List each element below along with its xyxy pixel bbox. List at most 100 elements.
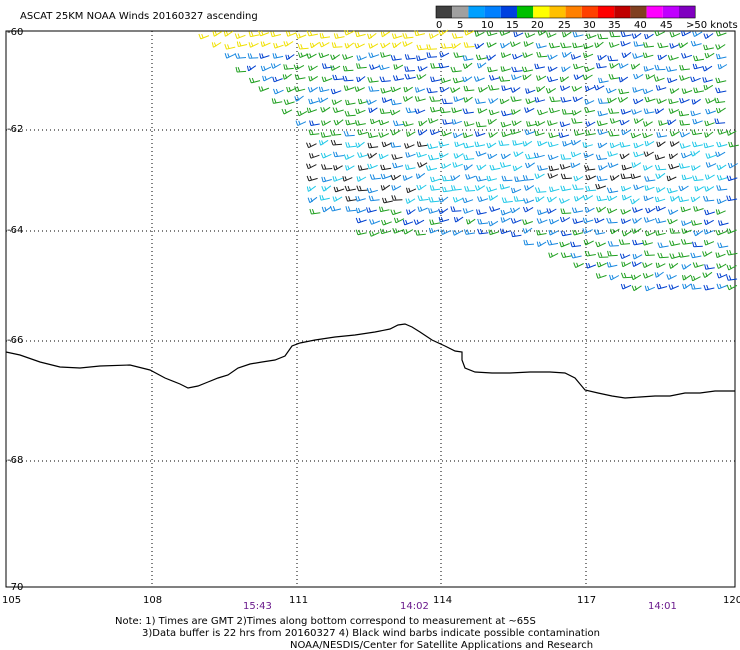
wind-barb — [426, 44, 438, 50]
wind-barb — [486, 175, 498, 182]
wind-barb — [442, 119, 453, 125]
wind-barb — [621, 129, 631, 136]
time-label-2: 14:02 — [400, 601, 429, 612]
wind-barb — [488, 195, 499, 201]
lon-label-114: 114 — [433, 595, 452, 606]
wind-barb — [523, 41, 534, 47]
wind-barb — [691, 165, 701, 171]
wind-barb — [354, 42, 365, 49]
wind-barb — [703, 33, 714, 40]
wind-barb — [512, 53, 523, 60]
wind-barb — [584, 250, 596, 257]
wind-barb — [560, 208, 572, 214]
note-line-2: 3)Data buffer is 22 hrs from 20160327 4)… — [142, 628, 600, 639]
wind-barb — [632, 253, 643, 260]
wind-barb — [705, 162, 717, 168]
wind-barb — [332, 74, 344, 81]
wind-barb — [345, 99, 356, 106]
wind-barb — [609, 31, 621, 38]
wind-barb — [392, 120, 405, 127]
wind-barb — [570, 54, 581, 60]
wind-barb — [678, 42, 689, 49]
wind-barb — [547, 66, 558, 72]
legend-label: 5 — [457, 20, 463, 31]
wind-barb — [416, 151, 427, 158]
wind-barb — [548, 218, 560, 225]
wind-barb — [632, 239, 644, 246]
wind-barb — [656, 187, 666, 193]
wind-barb — [307, 86, 318, 93]
wind-barb — [728, 141, 739, 148]
wind-barb — [488, 220, 499, 227]
wind-barb — [657, 54, 667, 61]
wind-barb — [524, 129, 536, 136]
wind-barb — [643, 108, 655, 114]
wind-barb — [356, 63, 367, 69]
wind-barb — [306, 30, 319, 37]
wind-barb — [522, 206, 534, 213]
wind-barb — [475, 54, 488, 61]
wind-barb — [198, 33, 210, 40]
wind-barb — [272, 76, 283, 83]
wind-barb — [521, 66, 533, 73]
wind-barb — [450, 206, 462, 212]
wind-barb — [463, 42, 475, 48]
wind-barb — [607, 250, 618, 257]
wind-barb — [548, 165, 560, 172]
wind-barb — [430, 76, 441, 83]
wind-barb — [549, 96, 561, 103]
wind-barb — [273, 88, 284, 95]
wind-barb — [645, 207, 656, 214]
wind-barb — [658, 120, 669, 126]
wind-barb — [283, 64, 294, 70]
wind-barb — [679, 143, 691, 149]
wind-barb — [642, 262, 653, 269]
wind-barb — [654, 196, 666, 203]
wind-barb — [573, 130, 585, 136]
wind-barb — [691, 98, 701, 105]
legend-label: 15 — [506, 20, 519, 31]
wind-barb — [381, 97, 393, 103]
wind-barb — [610, 228, 620, 235]
wind-barb — [666, 274, 677, 280]
wind-barb — [438, 208, 449, 215]
wind-barb — [643, 217, 655, 223]
wind-barb — [416, 55, 427, 61]
wind-barb — [631, 162, 642, 168]
wind-barb — [691, 220, 702, 226]
wind-barb — [487, 153, 498, 160]
wind-barb — [475, 175, 487, 182]
legend-swatch — [646, 6, 663, 18]
wind-barb — [716, 283, 728, 290]
wind-barb — [500, 66, 511, 72]
wind-barb — [669, 88, 680, 94]
note-line-1: Note: 1) Times are GMT 2)Times along bot… — [115, 616, 536, 627]
wind-barb — [548, 252, 559, 259]
wind-barb — [319, 41, 330, 48]
wind-barb — [524, 107, 535, 113]
wind-barb — [501, 175, 513, 182]
wind-barb — [572, 96, 583, 103]
wind-barb — [356, 76, 366, 83]
wind-barb — [717, 242, 729, 249]
wind-barb — [413, 219, 425, 226]
wind-barb — [559, 164, 571, 170]
wind-barb — [501, 110, 513, 117]
wind-barb — [378, 64, 390, 71]
plot-frame — [5, 30, 736, 588]
wind-barb — [609, 118, 621, 124]
wind-barb — [259, 53, 270, 59]
wind-barb — [716, 263, 727, 269]
wind-barb — [414, 30, 426, 37]
wind-barb — [679, 75, 690, 81]
wind-barb — [702, 65, 713, 72]
wind-barb — [546, 196, 557, 203]
wind-barb — [584, 129, 596, 136]
wind-barb — [643, 66, 654, 72]
wind-barb — [596, 62, 607, 69]
wind-barb — [344, 42, 355, 49]
wind-barb — [562, 140, 573, 147]
wind-barb — [524, 32, 536, 39]
wind-barb — [522, 74, 532, 81]
wind-barb — [429, 219, 441, 225]
